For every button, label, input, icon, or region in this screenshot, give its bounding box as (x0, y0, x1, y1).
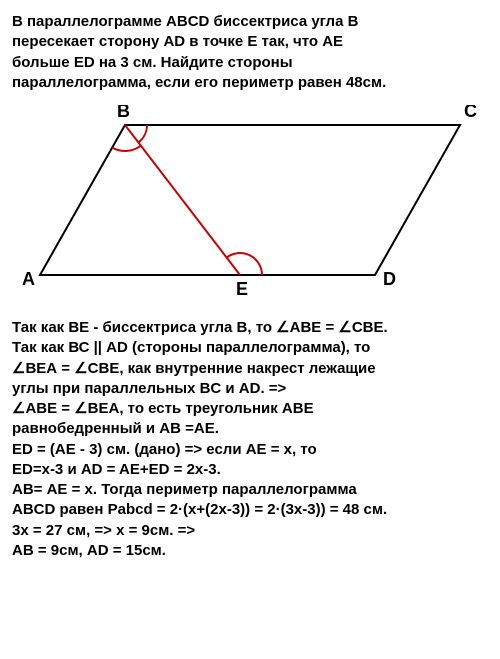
solution-line: углы при параллельных BC и AD. => (12, 380, 286, 397)
svg-text:E: E (236, 279, 248, 299)
solution-line: Так как ВЕ - биссектриса угла В, то ∠АВЕ… (12, 319, 388, 336)
svg-text:C: C (464, 105, 477, 121)
solution-line: АВ = 9см, AD = 15см. (12, 542, 166, 559)
svg-text:B: B (117, 105, 130, 121)
problem-statement: В параллелограмме ABCD биссектриса угла … (12, 12, 488, 93)
solution-line: 3х = 27 см, => х = 9см. => (12, 522, 195, 539)
solution-line: АВ= АЕ = х. Тогда периметр параллелограм… (12, 481, 357, 498)
geometry-diagram: A B C D E (12, 105, 488, 305)
solution-text: Так как ВЕ - биссектриса угла В, то ∠АВЕ… (12, 318, 488, 561)
solution-line: ED = (АЕ - 3) см. (дано) => если АЕ = х,… (12, 441, 317, 458)
problem-line: параллелограмма, если его периметр равен… (12, 74, 386, 91)
problem-line: пересекает сторону AD в точке E так, что… (12, 33, 343, 50)
solution-line: Так как ВС || AD (стороны параллелограмм… (12, 339, 370, 356)
problem-line: больше ED на 3 см. Найдите стороны (12, 54, 293, 71)
solution-line: ABCD равен Pabcd = 2·(х+(2х-3)) = 2·(3х-… (12, 501, 387, 518)
solution-line: ∠АВЕ = ∠ВЕА, то есть треугольник АВЕ (12, 400, 314, 417)
solution-line: ED=x-3 и AD = AE+ED = 2х-3. (12, 461, 221, 478)
svg-text:A: A (22, 269, 35, 289)
problem-line: В параллелограмме ABCD биссектриса угла … (12, 13, 358, 30)
solution-line: ∠ВЕА = ∠СВЕ, как внутренние накрест лежа… (12, 360, 376, 377)
solution-line: равнобедренный и АВ =АЕ. (12, 420, 219, 437)
svg-text:D: D (383, 269, 396, 289)
